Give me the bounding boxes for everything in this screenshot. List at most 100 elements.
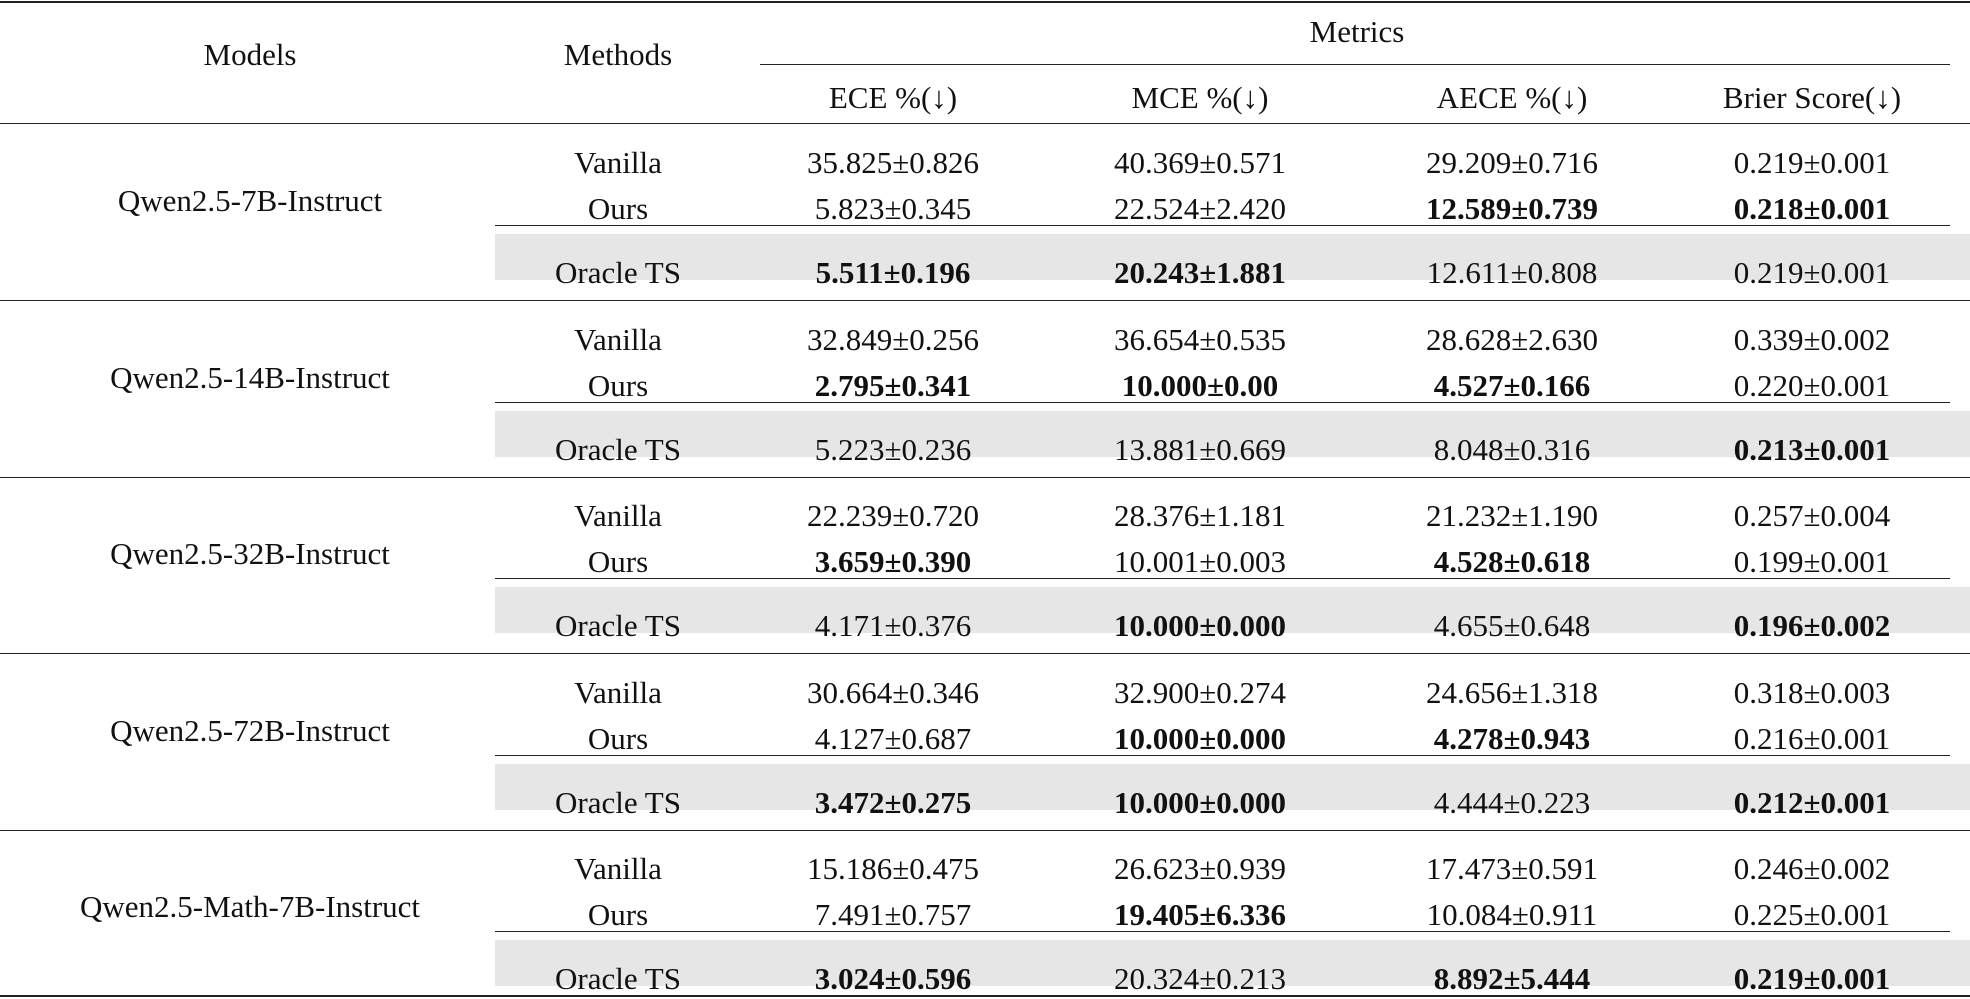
metric-value: 0.219±0.001: [1733, 255, 1891, 290]
method-label: Oracle TS: [555, 608, 681, 643]
oracle-row-shade: [495, 763, 1970, 810]
metric-value: 8.892±5.444: [1433, 961, 1591, 996]
metric-value: 12.611±0.808: [1426, 255, 1598, 290]
metric-value: 2.795±0.341: [814, 367, 972, 403]
oracle-separator-rule: [495, 754, 1950, 756]
metric-value: 10.000±0.00: [1121, 367, 1279, 403]
model-name: Qwen2.5-32B-Instruct: [110, 536, 390, 571]
metric-value: 0.318±0.003: [1733, 674, 1891, 710]
bottom-rule: [0, 995, 1970, 997]
header-methods: Methods: [563, 37, 673, 72]
model-name: Qwen2.5-14B-Instruct: [110, 359, 390, 395]
header-models: Models: [203, 37, 297, 72]
metric-value: 4.527±0.166: [1433, 367, 1591, 403]
metric-value: 3.659±0.390: [814, 544, 972, 579]
metric-value: 0.339±0.002: [1733, 321, 1891, 357]
metric-value: 0.219±0.001: [1733, 145, 1891, 180]
header-metrics: Metrics: [1309, 14, 1405, 49]
metric-value: 0.219±0.001: [1733, 961, 1891, 996]
metric-value: 24.656±1.318: [1425, 674, 1599, 710]
oracle-row-shade: [495, 587, 1970, 633]
metric-value: 0.257±0.004: [1733, 498, 1891, 533]
model-name: Qwen2.5-7B-Instruct: [117, 183, 383, 218]
method-label: Vanilla: [574, 498, 662, 533]
metric-value: 7.491±0.757: [814, 897, 972, 932]
metric-value: 29.209±0.716: [1425, 145, 1599, 180]
method-label: Oracle TS: [555, 961, 681, 996]
oracle-separator-rule: [495, 401, 1950, 403]
metric-value: 10.000±0.000: [1113, 720, 1287, 756]
metric-value: 10.000±0.000: [1113, 608, 1287, 643]
metric-value: 4.444±0.223: [1433, 784, 1591, 820]
method-label: Ours: [587, 367, 649, 403]
metric-value: 20.324±0.213: [1113, 961, 1287, 996]
model-name: Qwen2.5-72B-Instruct: [110, 712, 390, 748]
metric-value: 20.243±1.881: [1113, 255, 1287, 290]
metric-value: 28.376±1.181: [1113, 498, 1287, 533]
metric-value: 22.524±2.420: [1113, 191, 1287, 226]
metric-value: 13.881±0.669: [1113, 431, 1287, 467]
metric-value: 10.084±0.911: [1426, 897, 1598, 932]
metric-value: 4.528±0.618: [1433, 544, 1591, 579]
oracle-separator-rule: [495, 225, 1950, 226]
metric-value: 0.225±0.001: [1733, 897, 1891, 932]
group-separator-rule: [0, 653, 1970, 654]
metric-value: 10.000±0.000: [1113, 784, 1287, 820]
group-separator-rule: [0, 829, 1970, 831]
metric-value: 0.199±0.001: [1733, 544, 1891, 579]
metric-value: 0.220±0.001: [1733, 367, 1891, 403]
metric-value: 0.212±0.001: [1733, 784, 1891, 820]
method-label: Ours: [587, 897, 649, 932]
method-label: Oracle TS: [555, 255, 681, 290]
header-brier: Brier Score(↓): [1722, 80, 1902, 115]
metric-value: 4.127±0.687: [814, 720, 972, 756]
method-label: Oracle TS: [555, 431, 681, 467]
method-label: Ours: [587, 720, 649, 756]
header-aece: AECE %(↓): [1436, 80, 1588, 115]
model-name: Qwen2.5-Math-7B-Instruct: [79, 889, 421, 924]
oracle-row-shade: [495, 940, 1970, 986]
metric-value: 21.232±1.190: [1425, 498, 1599, 533]
metric-value: 4.655±0.648: [1433, 608, 1591, 643]
metric-value: 3.472±0.275: [814, 784, 972, 820]
metric-value: 10.001±0.003: [1113, 544, 1287, 579]
group-separator-rule: [0, 476, 1970, 478]
metric-value: 15.186±0.475: [806, 851, 980, 886]
top-rule: [0, 1, 1970, 3]
metric-value: 4.171±0.376: [814, 608, 972, 643]
metric-value: 26.623±0.939: [1113, 851, 1287, 886]
metric-value: 17.473±0.591: [1425, 851, 1599, 886]
metric-value: 0.246±0.002: [1733, 851, 1891, 886]
metric-value: 32.849±0.256: [806, 321, 980, 357]
method-label: Ours: [587, 191, 649, 226]
method-label: Vanilla: [574, 674, 662, 710]
metric-value: 19.405±6.336: [1113, 897, 1287, 932]
metric-value: 0.213±0.001: [1733, 431, 1891, 467]
metric-value: 12.589±0.739: [1425, 191, 1599, 226]
metric-value: 22.239±0.720: [806, 498, 980, 533]
method-label: Oracle TS: [555, 784, 681, 820]
metric-value: 0.218±0.001: [1733, 191, 1891, 226]
header-ece: ECE %(↓): [828, 80, 958, 115]
header-mce: MCE %(↓): [1131, 80, 1269, 115]
method-label: Vanilla: [574, 321, 662, 357]
metric-value: 5.223±0.236: [814, 431, 972, 467]
metric-value: 32.900±0.274: [1113, 674, 1287, 710]
method-label: Vanilla: [574, 145, 662, 180]
metric-value: 3.024±0.596: [814, 961, 972, 996]
metric-value: 5.823±0.345: [814, 191, 972, 226]
header-bottom-rule: [0, 123, 1970, 124]
group-separator-rule: [0, 300, 1970, 301]
oracle-separator-rule: [495, 931, 1950, 932]
metric-value: 4.278±0.943: [1433, 720, 1591, 756]
metric-value: 8.048±0.316: [1433, 431, 1591, 467]
metric-value: 0.196±0.002: [1733, 608, 1891, 643]
metric-value: 0.216±0.001: [1733, 720, 1891, 756]
metric-value: 35.825±0.826: [806, 145, 980, 180]
metrics-underline: [760, 64, 1950, 65]
oracle-row-shade: [495, 234, 1970, 280]
oracle-separator-rule: [495, 578, 1950, 579]
metric-value: 36.654±0.535: [1113, 321, 1287, 357]
method-label: Ours: [587, 544, 649, 579]
method-label: Vanilla: [574, 851, 662, 886]
